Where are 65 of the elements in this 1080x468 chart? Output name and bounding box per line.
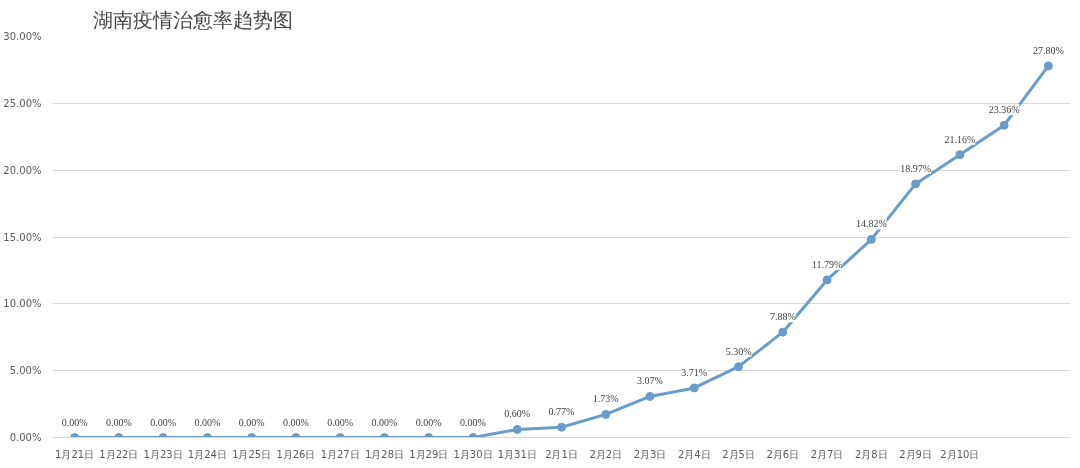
point xyxy=(955,150,965,160)
x-tick-label: 2月4日 xyxy=(677,448,711,460)
point xyxy=(734,362,744,372)
point xyxy=(911,179,921,189)
data-label: 11.79% xyxy=(811,258,843,270)
x-tick-label: 2月5日 xyxy=(722,448,755,460)
data-label: 0.77% xyxy=(548,406,575,418)
point xyxy=(866,234,876,244)
x-tick-label: 2月1日 xyxy=(545,448,578,460)
point xyxy=(1043,61,1053,71)
y-tick-label: 0.00% xyxy=(9,432,42,443)
data-label: 1.73% xyxy=(592,393,619,405)
point xyxy=(999,120,1009,130)
x-tick-label: 2月2日 xyxy=(589,448,623,460)
y-tick-label: 5.00% xyxy=(9,365,42,377)
x-tick-label: 2月8日 xyxy=(854,448,888,460)
data-label: 0.00% xyxy=(150,416,177,428)
data-label: 0.00% xyxy=(460,416,486,428)
data-label: 14.82% xyxy=(855,218,887,230)
data-label: 0.00% xyxy=(194,416,221,428)
y-tick-label: 25.00% xyxy=(3,97,42,109)
point xyxy=(689,383,699,393)
x-tick-label: 2月9日 xyxy=(899,448,932,460)
y-tick-label: 30.00% xyxy=(3,31,42,42)
x-tick-label: 1月23日 xyxy=(143,448,183,460)
x-tick-label: 1月25日 xyxy=(232,448,272,460)
x-tick-label: 1月21日 xyxy=(55,448,95,460)
y-tick-label: 20.00% xyxy=(3,164,42,176)
x-tick-label: 1月31日 xyxy=(497,448,537,460)
data-label: 0.00% xyxy=(327,416,354,428)
data-label: 0.00% xyxy=(105,416,132,428)
x-tick-label: 2月10日 xyxy=(940,448,980,460)
x-tick-label: 1月22日 xyxy=(99,448,139,460)
x-tick-label: 1月28日 xyxy=(364,448,405,460)
data-label: 21.16% xyxy=(944,133,976,145)
x-tick-label: 1月30日 xyxy=(453,448,493,460)
data-label: 3.71% xyxy=(681,366,708,378)
data-label: 0.60% xyxy=(504,408,531,420)
x-tick-label: 1月24日 xyxy=(187,448,227,460)
point xyxy=(512,424,522,434)
point xyxy=(557,422,566,432)
data-label: 0.00% xyxy=(238,416,265,428)
data-label: 27.80% xyxy=(1032,44,1064,56)
data-label: 0.00% xyxy=(415,416,442,428)
data-label: 0.00% xyxy=(371,416,398,428)
point xyxy=(601,409,611,419)
x-tick-label: 1月27日 xyxy=(320,448,360,460)
data-label: 3.07% xyxy=(637,375,663,387)
x-tick-label: 1月29日 xyxy=(409,448,449,460)
chart-title: 湖南疫情治愈率趋势图 xyxy=(92,7,293,32)
data-label: 0.00% xyxy=(61,416,88,428)
data-label: 0.00% xyxy=(283,416,309,428)
data-label: 5.30% xyxy=(725,345,752,357)
x-tick-label: 2月3日 xyxy=(633,448,667,460)
x-tick-label: 2月6日 xyxy=(766,448,800,460)
y-tick-label: 15.00% xyxy=(3,231,42,243)
data-label: 23.36% xyxy=(988,104,1020,116)
x-tick-label: 2月7日 xyxy=(810,448,844,460)
x-tick-label: 1月26日 xyxy=(276,448,316,460)
point xyxy=(822,275,832,285)
data-label: 7.88% xyxy=(769,311,796,323)
point xyxy=(645,391,655,401)
data-label: 18.97% xyxy=(900,162,932,174)
y-tick-label: 10.00% xyxy=(3,298,42,310)
point xyxy=(778,327,788,337)
